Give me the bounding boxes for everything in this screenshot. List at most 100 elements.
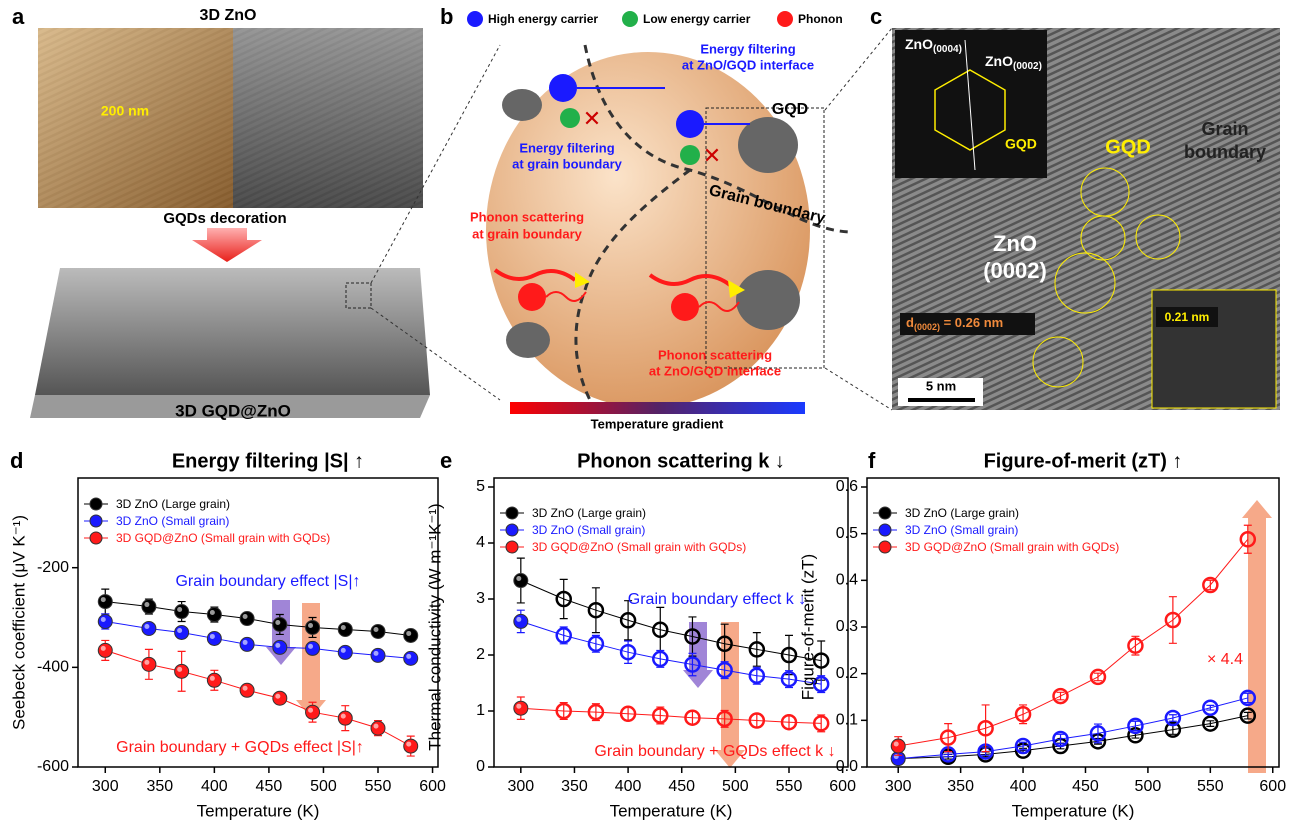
x-tick-label: 500 xyxy=(310,778,337,795)
legend-label: 3D ZnO (Small grain) xyxy=(905,523,1018,537)
data-point xyxy=(273,640,287,654)
data-point xyxy=(338,622,352,636)
fft-inset xyxy=(895,30,1047,178)
data-point xyxy=(306,620,320,634)
legend-label: 3D ZnO (Large grain) xyxy=(905,506,1019,520)
annotation: Grain boundary + GQDs effect |S|↑ xyxy=(116,739,364,756)
data-point xyxy=(371,721,385,735)
data-point xyxy=(750,642,764,656)
data-point xyxy=(338,711,352,725)
data-point xyxy=(514,574,528,588)
data-point xyxy=(175,625,189,639)
legend-label: Phonon xyxy=(798,12,843,26)
panel-c: c ZnO(0004) ZnO(0002) GQD Grain boundary… xyxy=(825,4,1280,410)
annotation: Energy filtering xyxy=(700,41,795,56)
gqd xyxy=(736,270,800,330)
panel-label: c xyxy=(870,4,882,29)
highlight xyxy=(308,644,313,649)
highlight xyxy=(210,676,215,681)
data-point xyxy=(1203,701,1217,715)
highlight xyxy=(516,704,521,709)
legend-label: 3D ZnO (Large grain) xyxy=(532,506,646,520)
legend-label: 3D ZnO (Small grain) xyxy=(532,523,645,537)
data-point xyxy=(1166,613,1180,627)
data-point xyxy=(1241,691,1255,705)
highlight xyxy=(177,667,182,672)
highlight xyxy=(210,610,215,615)
y-tick-label: 3 xyxy=(476,590,485,607)
data-point xyxy=(653,652,667,666)
x-tick-label: 300 xyxy=(885,778,912,795)
x-tick-label: 450 xyxy=(668,778,695,795)
data-point xyxy=(891,739,905,753)
phonon xyxy=(518,283,546,311)
annotation: Grain boundary effect k ↓ xyxy=(628,591,806,608)
carrier xyxy=(549,74,577,102)
chart-title: Energy filtering |S| ↑ xyxy=(172,450,364,472)
data-point xyxy=(653,708,667,722)
annotation: Phonon scattering xyxy=(470,209,584,224)
x-tick-label: 400 xyxy=(1010,778,1037,795)
data-point xyxy=(240,612,254,626)
highlight xyxy=(308,623,313,628)
y-tick-label: 2 xyxy=(476,646,485,663)
data-point xyxy=(782,672,796,686)
data-point xyxy=(1241,709,1255,723)
data-point xyxy=(273,617,287,631)
zoom-line xyxy=(825,368,892,410)
highlight xyxy=(374,627,379,632)
data-point xyxy=(621,645,635,659)
legend-label: Low energy carrier xyxy=(643,12,751,26)
annotation: at grain boundary xyxy=(512,156,623,171)
phonon xyxy=(671,293,699,321)
x-axis-label: Temperature (K) xyxy=(197,801,320,820)
data-point xyxy=(941,731,955,745)
x-tick-label: 400 xyxy=(201,778,228,795)
data-point xyxy=(240,683,254,697)
annotation: 0.21 nm xyxy=(1165,310,1210,324)
data-point xyxy=(98,595,112,609)
highlight xyxy=(275,694,280,699)
legend-marker xyxy=(506,507,518,519)
legend-marker xyxy=(506,524,518,536)
figure: a 3D ZnO 200 nm GQDs decoration 3D GQD@Z… xyxy=(0,0,1293,826)
annotation: at grain boundary xyxy=(472,226,583,241)
highlight xyxy=(177,628,182,633)
highlight xyxy=(243,640,248,645)
data-point xyxy=(685,630,699,644)
data-point xyxy=(718,663,732,677)
y-axis-label: Thermal conductivity (W m⁻¹K⁻¹) xyxy=(425,503,444,750)
annotation: at ZnO/GQD interface xyxy=(682,57,814,72)
annotation: Grain boundary + GQDs effect k ↓ xyxy=(594,743,835,760)
panel-label: d xyxy=(10,448,23,473)
y-axis-label: Seebeck coefficient (μV K⁻¹) xyxy=(9,515,28,730)
scale-label: 200 nm xyxy=(101,103,149,119)
subscript: (0004) xyxy=(933,44,962,55)
highlight xyxy=(516,617,521,622)
gqd xyxy=(502,89,542,121)
x-axis-label: Temperature (K) xyxy=(1012,801,1135,820)
highlight xyxy=(341,648,346,653)
data-point xyxy=(621,707,635,721)
x-tick-label: 450 xyxy=(1072,778,1099,795)
data-point xyxy=(1091,670,1105,684)
arrow xyxy=(192,228,262,262)
x-tick-label: 350 xyxy=(561,778,588,795)
data-point xyxy=(175,664,189,678)
annotation: ZnO xyxy=(993,231,1037,256)
y-tick-label: 0.3 xyxy=(836,618,858,635)
gqd-zno-render xyxy=(35,268,430,395)
data-point xyxy=(1054,732,1068,746)
highlight xyxy=(177,607,182,612)
highlight xyxy=(243,686,248,691)
chart: ePhonon scattering k ↓Temperature (K)The… xyxy=(425,448,856,821)
highlight xyxy=(275,643,280,648)
data-point xyxy=(653,623,667,637)
x-tick-label: 600 xyxy=(419,778,446,795)
text: ZnO xyxy=(985,53,1013,69)
highlight xyxy=(894,742,899,747)
y-tick-label: 0.0 xyxy=(836,758,858,775)
x-tick-label: 600 xyxy=(829,778,856,795)
y-tick-label: 5 xyxy=(476,478,485,495)
y-tick-label: 0.5 xyxy=(836,525,858,542)
